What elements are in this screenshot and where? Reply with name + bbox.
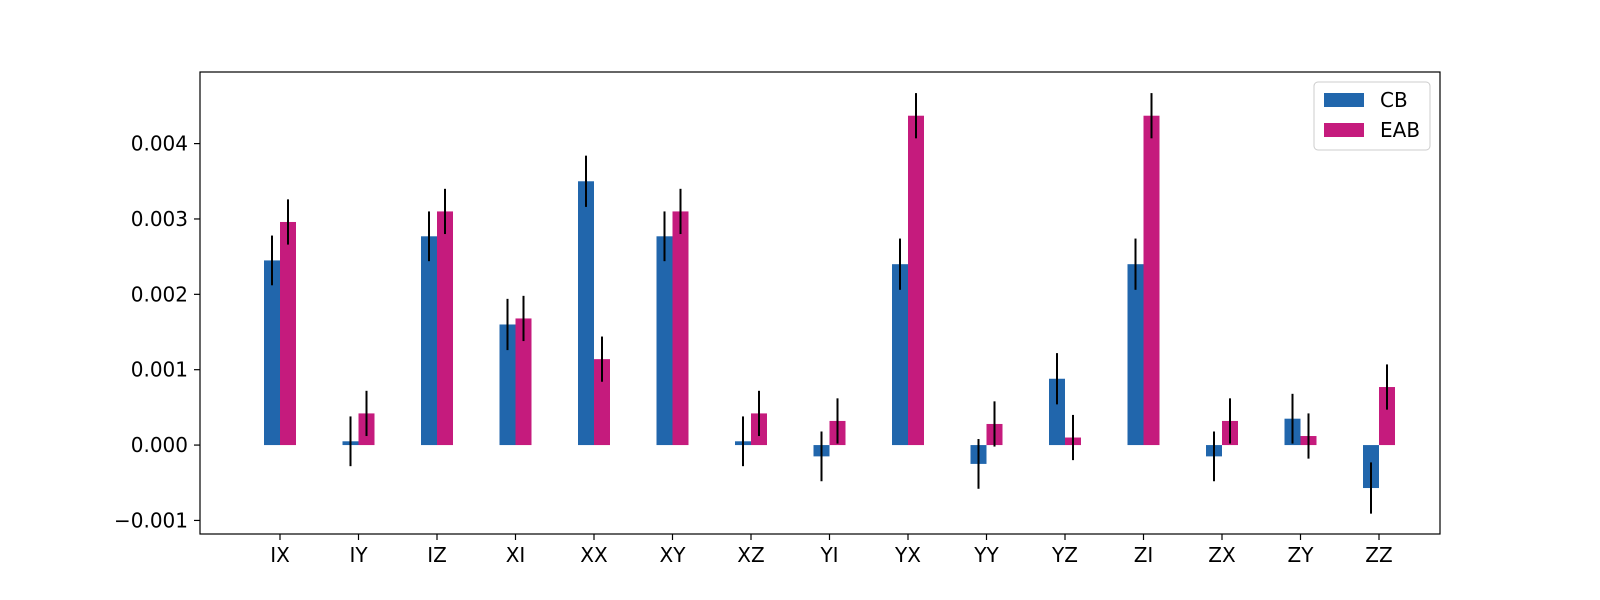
bar-eab-xi: [515, 318, 532, 446]
bar-cb-zi: [1127, 264, 1144, 446]
plot-frame: [199, 71, 1441, 535]
x-tick-label-ix: IX: [270, 543, 290, 567]
x-tick-label-xy: XY: [660, 543, 687, 567]
bar-cb-iz: [421, 236, 437, 446]
bar-eab-ix: [280, 221, 296, 446]
bar-eab-zi: [1143, 115, 1160, 446]
bar-eab-zz: [1379, 387, 1395, 446]
y-tick-label: −0.001: [114, 508, 188, 532]
legend-swatch-eab: [1324, 123, 1364, 137]
y-tick-label: 0.002: [131, 282, 188, 306]
x-tick-label-xz: XZ: [737, 543, 764, 567]
x-tick-label-iy: IY: [349, 543, 368, 567]
bars-layer: [264, 115, 1395, 489]
bar-cb-yx: [892, 264, 908, 446]
error-bars-layer: [271, 93, 1388, 514]
x-tick-label-zx: ZX: [1208, 543, 1236, 567]
legend: CB EAB: [1313, 81, 1431, 151]
x-tick-label-xx: XX: [580, 543, 608, 567]
x-tick-label-zi: ZI: [1134, 543, 1154, 567]
bar-cb-ix: [264, 260, 280, 446]
bar-eab-xy: [672, 211, 689, 446]
y-tick-label: 0.003: [131, 207, 188, 231]
bar-cb-xy: [656, 236, 673, 446]
y-axis: −0.001 0.000 0.001 0.002 0.003 0.004: [114, 132, 200, 532]
legend-label-cb: CB: [1380, 88, 1408, 112]
x-tick-label-zz: ZZ: [1365, 543, 1392, 567]
legend-label-eab: EAB: [1380, 118, 1420, 142]
x-tick-label-yy: YY: [973, 543, 999, 567]
x-tick-label-iz: IZ: [427, 543, 447, 567]
bar-eab-yx: [908, 115, 924, 446]
bar-cb-xi: [499, 324, 516, 446]
x-axis: IX IY IZ XI XX XY XZ YI YX YY YZ ZI ZX ZY ZZ: [270, 534, 1393, 567]
x-tick-label-xi: XI: [506, 543, 526, 567]
legend-swatch-cb: [1324, 93, 1364, 107]
bar-cb-yz: [1049, 378, 1065, 446]
y-tick-label: 0.004: [131, 132, 188, 156]
x-tick-label-yx: YX: [894, 543, 921, 567]
bar-cb-xx: [578, 181, 594, 446]
x-tick-label-yz: YZ: [1051, 543, 1078, 567]
x-tick-label-zy: ZY: [1288, 543, 1315, 567]
bar-eab-xx: [594, 359, 610, 446]
y-tick-label: 0.001: [131, 358, 188, 382]
bar-eab-iz: [437, 211, 453, 446]
y-tick-label: 0.000: [131, 433, 188, 457]
x-tick-label-yi: YI: [819, 543, 838, 567]
